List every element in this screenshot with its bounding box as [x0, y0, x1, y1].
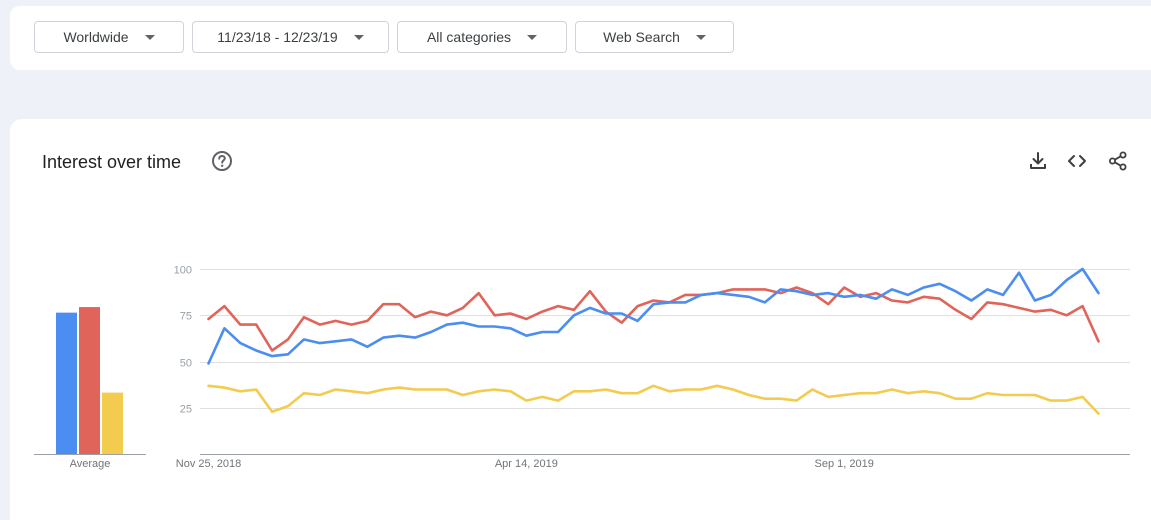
date-range-filter[interactable]: 11/23/18 - 12/23/19 [192, 21, 389, 53]
search-type-filter[interactable]: Web Search [575, 21, 734, 53]
series-line [207, 286, 1100, 352]
y-axis-labels: 100 75 50 25 [174, 265, 192, 416]
x-tick-label: Nov 25, 2018 [176, 458, 241, 470]
x-tick-label: Sep 1, 2019 [815, 458, 874, 470]
download-icon[interactable] [1028, 151, 1048, 171]
date-range-label: 11/23/18 - 12/23/19 [217, 29, 338, 45]
y-tick-label: 75 [180, 311, 192, 323]
y-tick-label: 100 [174, 265, 192, 277]
series-line [207, 384, 1100, 415]
help-circle-icon[interactable] [211, 150, 233, 172]
chart-lines [207, 267, 1100, 415]
x-axis-labels: Nov 25, 2018 Apr 14, 2019 Sep 1, 2019 [176, 458, 874, 470]
y-tick-label: 25 [180, 404, 192, 416]
chevron-down-icon [144, 34, 155, 40]
interest-chart: 100 75 50 25 Nov 25, 2018 Apr 14, 2019 Sep 1,… [34, 265, 1130, 470]
x-tick-label: Apr 14, 2019 [495, 458, 558, 470]
category-filter-label: All categories [426, 29, 512, 45]
embed-code-icon[interactable] [1067, 151, 1087, 171]
chevron-down-icon [695, 34, 706, 40]
chevron-down-icon [353, 34, 364, 40]
average-bar [102, 392, 123, 454]
search-type-label: Web Search [603, 29, 680, 45]
category-filter[interactable]: All categories [397, 21, 567, 53]
interest-over-time-card: Interest over time Average 100 75 50 25 Nov… [10, 119, 1151, 520]
series-line [207, 267, 1100, 365]
average-bars [34, 307, 146, 455]
region-filter-label: Worldwide [63, 29, 129, 45]
card-title: Interest over time [42, 152, 182, 172]
chart-grid [200, 269, 1130, 455]
share-icon[interactable] [1108, 151, 1128, 171]
filter-bar: Worldwide 11/23/18 - 12/23/19 All catego… [10, 6, 1151, 70]
chevron-down-icon [527, 34, 538, 40]
region-filter[interactable]: Worldwide [34, 21, 184, 53]
y-tick-label: 50 [180, 358, 192, 370]
average-bar [56, 312, 77, 454]
average-bar-label: Average [69, 458, 111, 470]
average-bar [79, 307, 100, 454]
